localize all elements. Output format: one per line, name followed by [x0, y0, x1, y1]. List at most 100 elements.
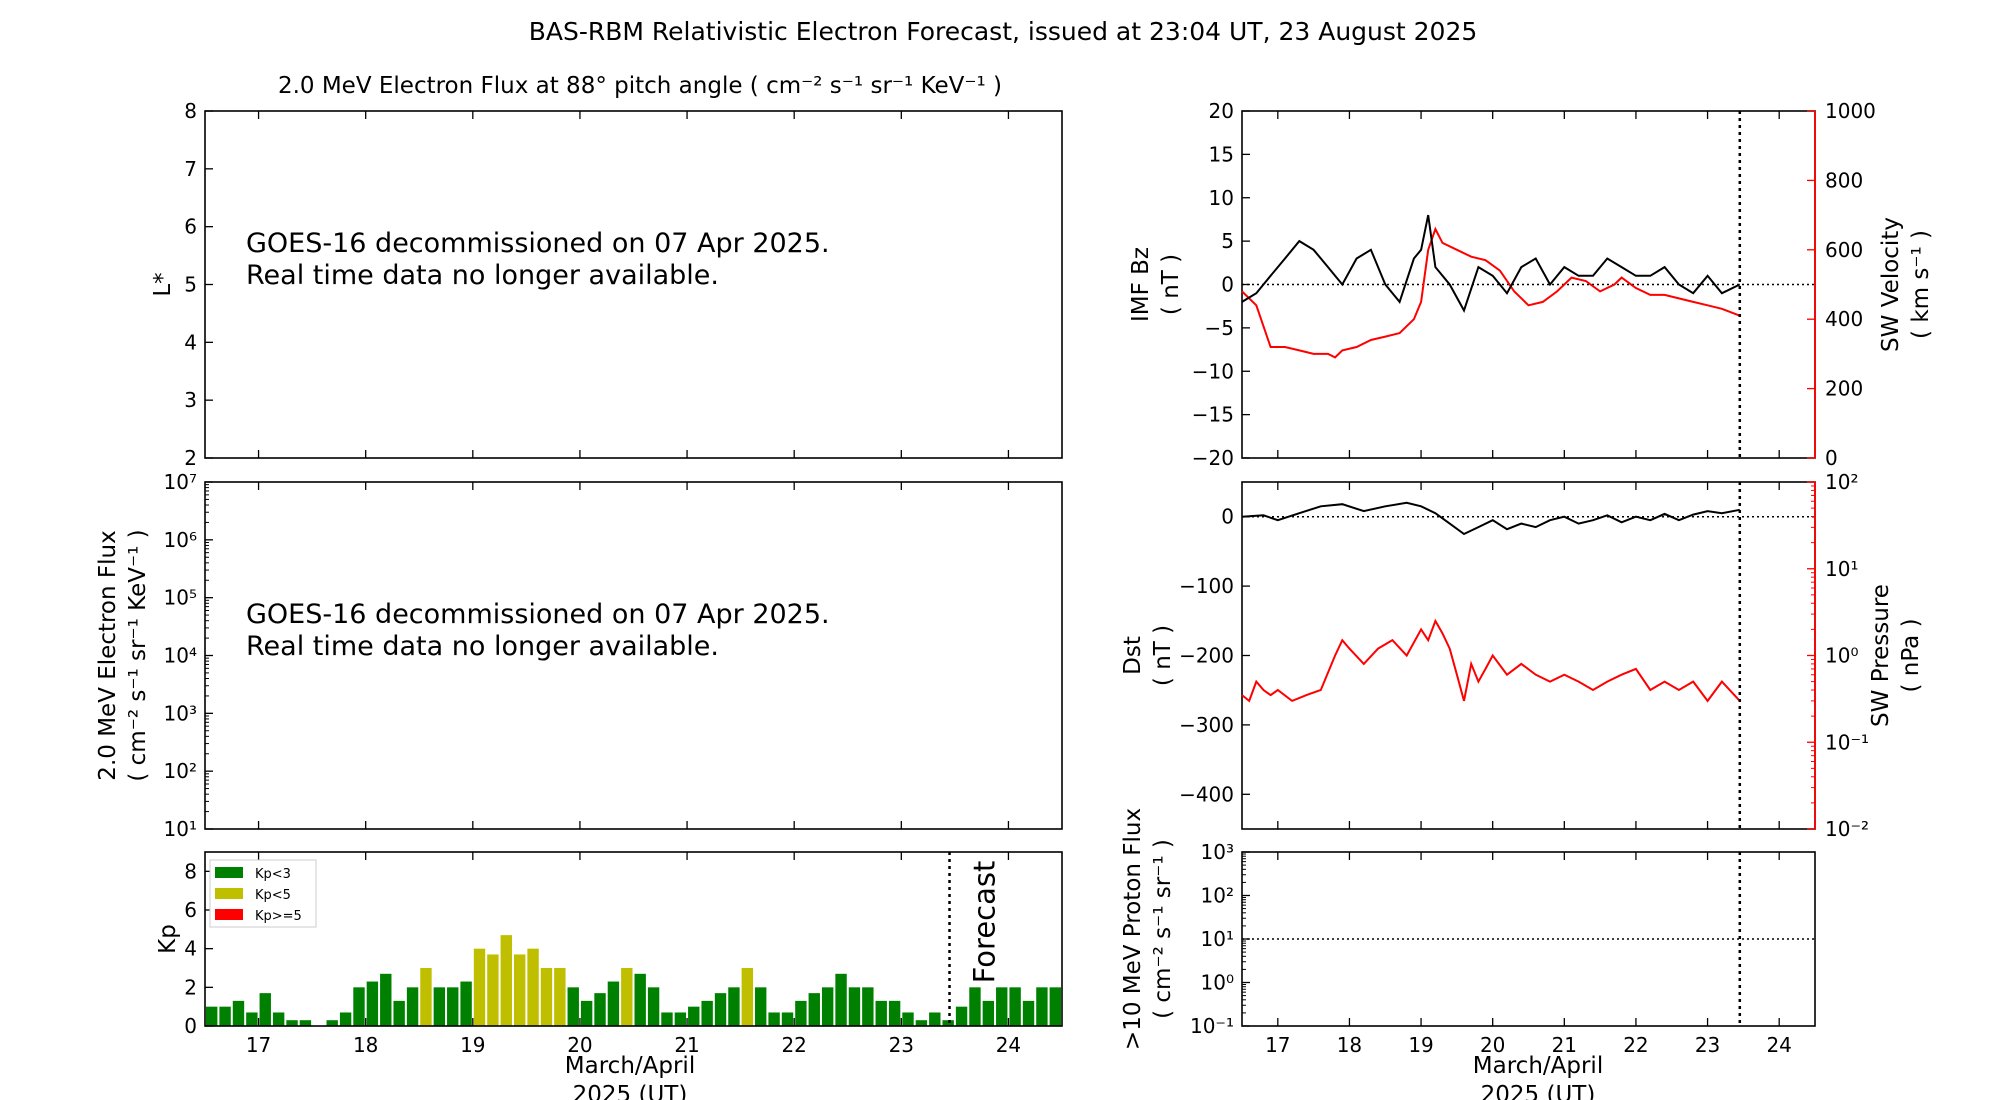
- dst-ytick-label: −200: [1179, 644, 1234, 668]
- lstar-notice: GOES-16 decommissioned on 07 Apr 2025.: [246, 228, 830, 259]
- kp-bar: [447, 987, 459, 1026]
- kp-bar: [326, 1020, 338, 1026]
- proton-ytick-label: 10¹: [1201, 927, 1234, 951]
- proton-ytick-label: 10⁻¹: [1190, 1014, 1234, 1038]
- kp-xtick-label: 19: [460, 1033, 485, 1057]
- kp-xtick-label: 17: [246, 1033, 271, 1057]
- kp-xtick-label: 23: [889, 1033, 914, 1057]
- kp-bar: [527, 948, 539, 1026]
- kp-legend-label: Kp<5: [255, 888, 291, 903]
- kp-legend-swatch: [215, 909, 243, 920]
- kp-bar: [366, 981, 379, 1026]
- imf-right-ylabel-line: ( km s⁻¹ ): [1908, 230, 1934, 339]
- proton-xtick-label: 20: [1480, 1033, 1505, 1057]
- kp-xtick-label: 24: [996, 1033, 1021, 1057]
- lstar-ytick-label: 6: [184, 215, 197, 239]
- imf-ytick-label: 20: [1209, 99, 1234, 123]
- proton-ylabel: >10 MeV Proton Flux( cm⁻² s⁻¹ sr⁻¹ ): [1120, 808, 1176, 1050]
- imf-ytick-label: 10: [1209, 186, 1234, 210]
- kp-bar: [232, 1000, 245, 1026]
- lstar-ytick-label: 3: [184, 388, 197, 412]
- kp-bar: [259, 993, 271, 1026]
- flux-ytick-label: 10⁵: [164, 586, 197, 610]
- kp-xlabel: March/April: [565, 1053, 695, 1079]
- flux-ytick-label: 10¹: [164, 817, 197, 841]
- flux-notice: GOES-16 decommissioned on 07 Apr 2025.: [246, 599, 830, 630]
- imf-velocity-line: [1241, 226, 1741, 359]
- kp-bar: [661, 1012, 673, 1026]
- kp-ylabel-line: Kp: [155, 924, 181, 954]
- dst-ytick-label: 10⁻²: [1825, 817, 1869, 841]
- kp-legend-label: Kp<3: [255, 867, 291, 882]
- lstar-ytick-label: 8: [184, 99, 197, 123]
- dst-ylabel-line: ( nT ): [1150, 625, 1176, 686]
- proton-ytick-label: 10²: [1201, 884, 1234, 908]
- kp-xtick-label: 21: [674, 1033, 699, 1057]
- kp-bar: [714, 993, 727, 1026]
- imf-ytick-label: 200: [1825, 377, 1863, 401]
- kp-bar: [393, 1000, 405, 1026]
- imf-ytick-label: −10: [1192, 359, 1234, 383]
- imf-ylabel: IMF Bz( nT ): [1128, 247, 1184, 322]
- kp-bar: [299, 1020, 312, 1026]
- kp-forecast-label: Forecast: [968, 861, 1002, 984]
- kp-bar: [607, 981, 620, 1026]
- kp-bar: [473, 948, 486, 1026]
- kp-bar: [540, 968, 553, 1026]
- dst-ylabel: Dst( nT ): [1120, 625, 1176, 686]
- lstar-ytick-label: 7: [184, 157, 197, 181]
- kp-bar: [420, 968, 432, 1026]
- kp-bar: [795, 1000, 807, 1026]
- proton-ytick-label: 10³: [1201, 840, 1234, 864]
- proton-xtick-label: 18: [1337, 1033, 1362, 1057]
- flux-ytick-label: 10⁴: [164, 644, 197, 668]
- imf-ytick-label: 1000: [1825, 99, 1876, 123]
- kp-bar: [848, 987, 861, 1026]
- kp-bar: [1009, 987, 1021, 1026]
- dst-ytick-label: 10⁻¹: [1825, 730, 1869, 754]
- kp-xlabel: 2025 (UT): [573, 1082, 688, 1100]
- proton-xlabel: 2025 (UT): [1481, 1082, 1596, 1100]
- proton-ytick-label: 10⁰: [1201, 971, 1234, 995]
- kp-bar: [768, 1012, 780, 1026]
- imf-ytick-label: 0: [1825, 446, 1838, 470]
- imf-ytick-label: 0: [1221, 273, 1234, 297]
- kp-bar: [875, 1000, 887, 1026]
- proton-xtick-label: 21: [1552, 1033, 1577, 1057]
- lstar-ylabel: L*: [150, 272, 176, 296]
- kp-bar: [862, 987, 874, 1026]
- dst-ytick-label: −300: [1179, 713, 1234, 737]
- flux-ytick-label: 10⁶: [164, 528, 197, 552]
- kp-bar: [567, 987, 579, 1026]
- dst-ytick-label: 10¹: [1825, 557, 1858, 581]
- kp-bar: [580, 1000, 593, 1026]
- figure-title: BAS-RBM Relativistic Electron Forecast, …: [529, 17, 1478, 46]
- kp-frame: [204, 851, 1063, 1027]
- kp-bar: [996, 987, 1008, 1026]
- dst-right-ylabel-line: ( nPa ): [1898, 618, 1924, 692]
- kp-bar: [674, 1012, 687, 1026]
- dst-ytick-label: −400: [1179, 782, 1234, 806]
- kp-bar: [701, 1000, 713, 1026]
- dst-right-ylabel-line: SW Pressure: [1868, 584, 1894, 727]
- imf-ylabel-line: ( nT ): [1158, 254, 1184, 315]
- dst-ytick-label: −100: [1179, 574, 1234, 598]
- proton-ylabel-line: >10 MeV Proton Flux: [1120, 808, 1146, 1050]
- proton-xtick-label: 23: [1695, 1033, 1720, 1057]
- kp-ytick-label: 8: [184, 859, 197, 883]
- imf-ytick-label: 15: [1209, 142, 1234, 166]
- kp-bar: [339, 1012, 352, 1026]
- kp-xtick-label: 20: [567, 1033, 592, 1057]
- dst-ytick-label: 10²: [1825, 470, 1858, 494]
- kp-bar: [902, 1012, 914, 1026]
- imf-ylabel-line: IMF Bz: [1128, 247, 1154, 322]
- proton-xtick-label: 19: [1408, 1033, 1433, 1057]
- kp-bar: [969, 987, 981, 1026]
- kp-bar: [286, 1020, 298, 1026]
- kp-bar: [728, 987, 740, 1026]
- imf-ytick-label: −20: [1192, 446, 1234, 470]
- kp-bar: [1036, 987, 1048, 1026]
- imf-ytick-label: 600: [1825, 238, 1863, 262]
